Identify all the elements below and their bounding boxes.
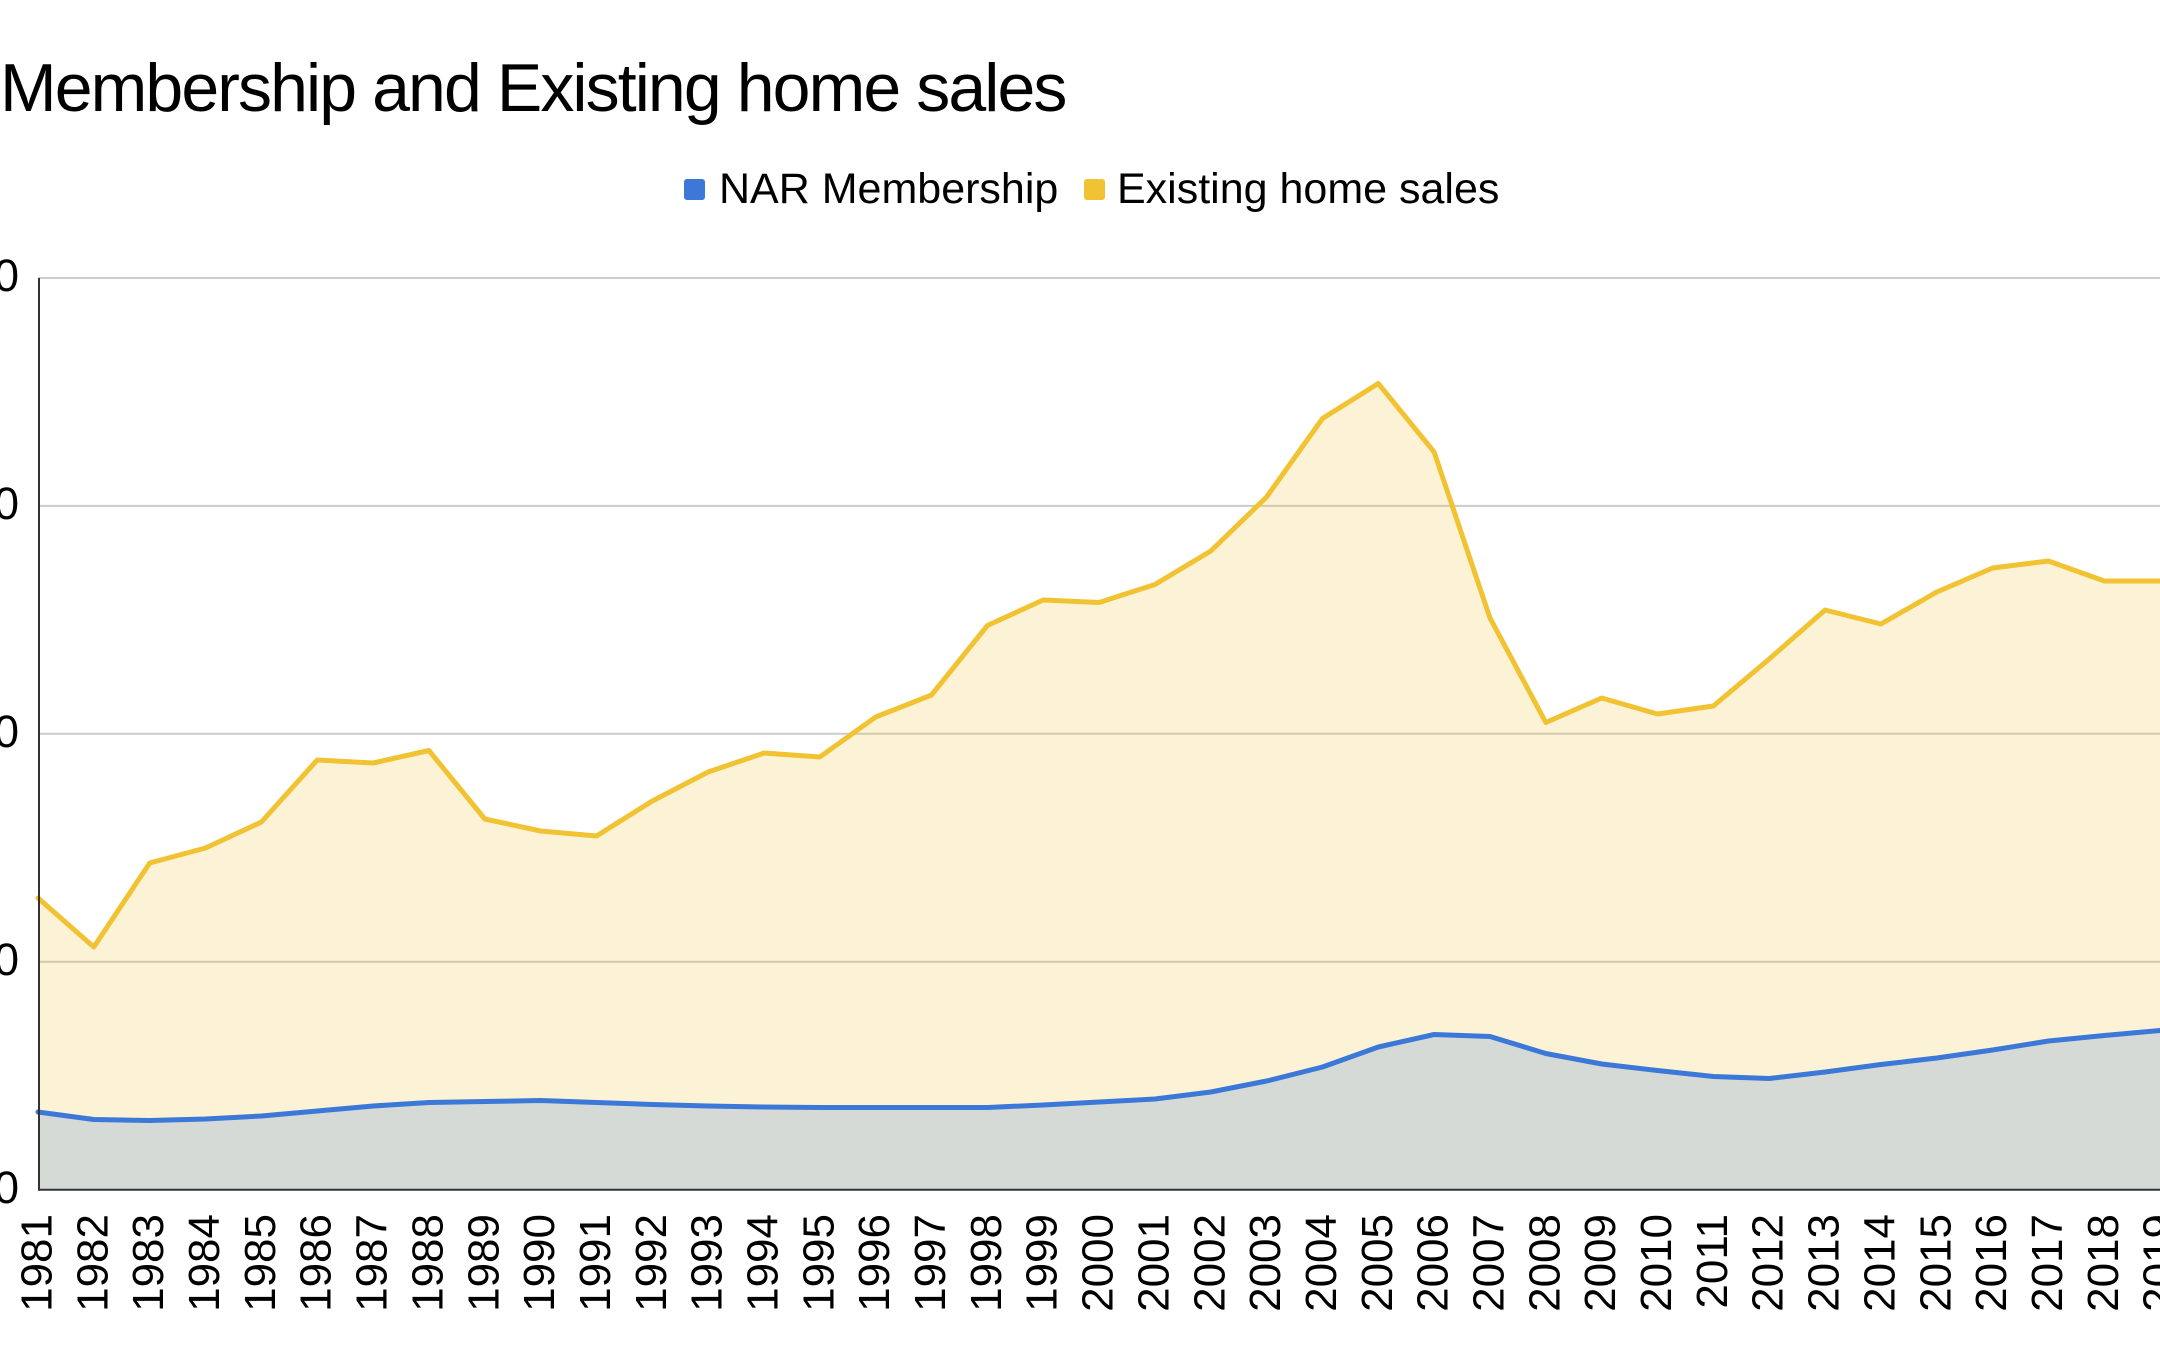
svg-text:2014: 2014 (1855, 1214, 1904, 1312)
svg-text:0: 0 (0, 1162, 19, 1213)
svg-text:2001: 2001 (1129, 1214, 1178, 1312)
svg-text:1984: 1984 (180, 1214, 229, 1312)
svg-text:2006: 2006 (1409, 1214, 1458, 1312)
svg-text:2019: 2019 (2135, 1214, 2160, 1312)
svg-text:1981: 1981 (13, 1214, 62, 1312)
svg-text:1982: 1982 (68, 1214, 117, 1312)
svg-text:1998: 1998 (962, 1214, 1011, 1312)
svg-text:2009: 2009 (1576, 1214, 1625, 1312)
svg-text:2011: 2011 (1688, 1214, 1737, 1309)
svg-text:0: 0 (0, 934, 19, 985)
svg-text:2002: 2002 (1185, 1214, 1234, 1312)
svg-text:2016: 2016 (1967, 1214, 2016, 1312)
svg-text:0: 0 (0, 478, 19, 529)
svg-text:1987: 1987 (348, 1214, 397, 1312)
svg-text:1983: 1983 (124, 1214, 173, 1312)
svg-text:1991: 1991 (571, 1214, 620, 1312)
svg-text:1986: 1986 (292, 1214, 341, 1312)
svg-text:2017: 2017 (2023, 1214, 2072, 1312)
svg-text:1989: 1989 (459, 1214, 508, 1312)
svg-text:0: 0 (0, 250, 19, 301)
svg-text:1993: 1993 (683, 1214, 732, 1312)
svg-text:2003: 2003 (1241, 1214, 1290, 1312)
svg-text:1994: 1994 (739, 1214, 788, 1312)
svg-text:2012: 2012 (1744, 1214, 1793, 1312)
svg-text:2005: 2005 (1353, 1214, 1402, 1312)
svg-text:Membership and Existing home s: Membership and Existing home sales (0, 50, 1066, 126)
svg-text:2018: 2018 (2079, 1214, 2128, 1312)
svg-text:2010: 2010 (1632, 1214, 1681, 1312)
svg-text:2015: 2015 (1911, 1214, 1960, 1312)
svg-text:2007: 2007 (1465, 1214, 1514, 1312)
svg-text:NAR Membership: NAR Membership (719, 165, 1058, 213)
svg-text:2004: 2004 (1297, 1214, 1346, 1312)
svg-text:1996: 1996 (850, 1214, 899, 1312)
svg-text:2013: 2013 (1800, 1214, 1849, 1312)
svg-text:2000: 2000 (1074, 1214, 1123, 1312)
svg-text:1999: 1999 (1018, 1214, 1067, 1312)
svg-text:2008: 2008 (1520, 1214, 1569, 1312)
svg-text:1997: 1997 (906, 1214, 955, 1312)
svg-text:1988: 1988 (403, 1214, 452, 1312)
svg-text:1990: 1990 (515, 1214, 564, 1312)
svg-text:Existing home sales: Existing home sales (1117, 165, 1499, 213)
svg-text:1992: 1992 (627, 1214, 676, 1312)
svg-text:1995: 1995 (794, 1214, 843, 1312)
svg-text:1985: 1985 (236, 1214, 285, 1312)
svg-text:0: 0 (0, 706, 19, 757)
